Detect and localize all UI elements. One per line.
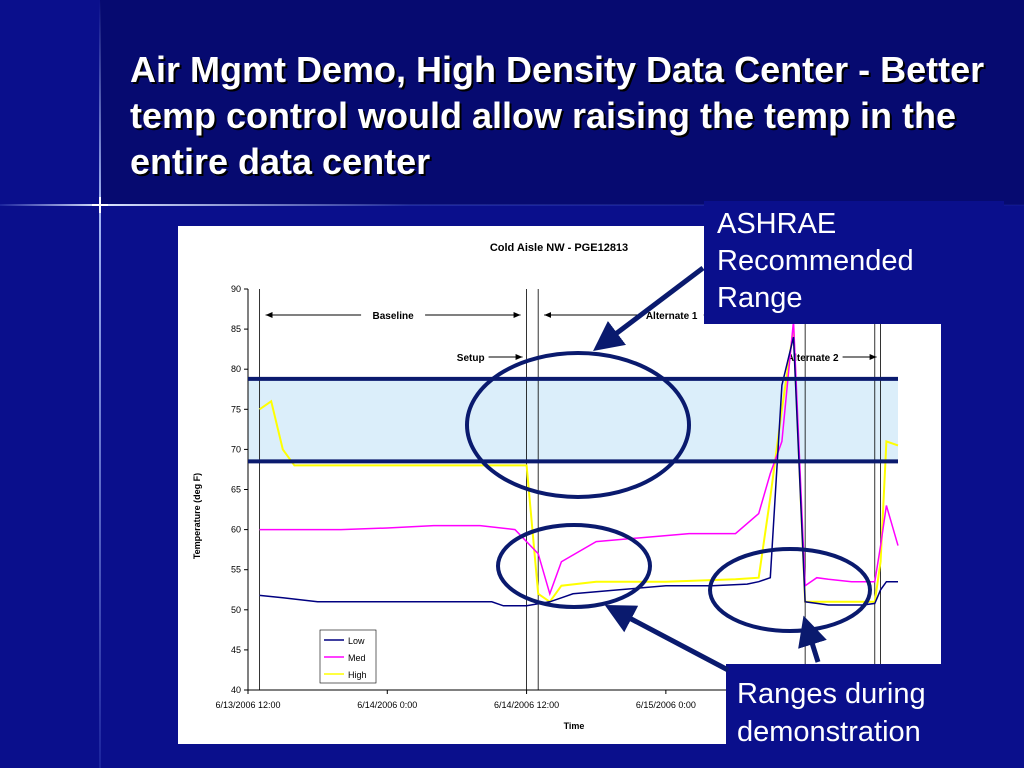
y-axis-label: Temperature (deg F): [192, 473, 202, 559]
x-tick-label: 6/15/2006 0:00: [636, 700, 696, 710]
ashrae-range-band: [248, 378, 898, 462]
title-band: [100, 0, 1024, 205]
slide-title: Air Mgmt Demo, High Density Data Center …: [130, 49, 985, 182]
y-tick-label: 80: [231, 364, 241, 374]
y-tick-label: 60: [231, 525, 241, 535]
sparkle-icon: [92, 197, 108, 213]
phase-label: Alternate 2: [787, 353, 839, 364]
y-tick-label: 90: [231, 284, 241, 294]
y-tick-label: 40: [231, 685, 241, 695]
y-tick-label: 45: [231, 645, 241, 655]
y-tick-label: 75: [231, 404, 241, 414]
phase-label: Setup: [457, 353, 485, 364]
series-line-high: [259, 328, 899, 604]
legend-label: High: [348, 670, 367, 680]
x-axis-label: Time: [564, 721, 585, 731]
ranges-callout: Ranges during demonstration: [726, 664, 988, 768]
phase-label: Alternate 1: [646, 311, 698, 322]
legend-label: Med: [348, 653, 366, 663]
y-tick-label: 70: [231, 444, 241, 454]
ashrae-callout: ASHRAE Recommended Range: [704, 201, 1004, 324]
x-tick-label: 6/13/2006 12:00: [215, 700, 280, 710]
y-tick-label: 85: [231, 324, 241, 334]
plot-area: 40 45 50 55 60 65 70 75 80 85 90 6/13/2006 12:00 6/1…: [215, 284, 899, 710]
chart-title: Cold Aisle NW - PGE12813: [490, 242, 628, 254]
y-tick-label: 55: [231, 565, 241, 575]
y-tick-label: 65: [231, 485, 241, 495]
decor-horizontal-line: [0, 204, 1024, 206]
x-tick-label: 6/14/2006 12:00: [494, 700, 559, 710]
x-tick-label: 6/14/2006 0:00: [357, 700, 417, 710]
y-tick-label: 50: [231, 605, 241, 615]
legend-label: Low: [348, 636, 365, 646]
decor-vertical-line: [99, 0, 101, 768]
phase-label: Baseline: [373, 311, 415, 322]
